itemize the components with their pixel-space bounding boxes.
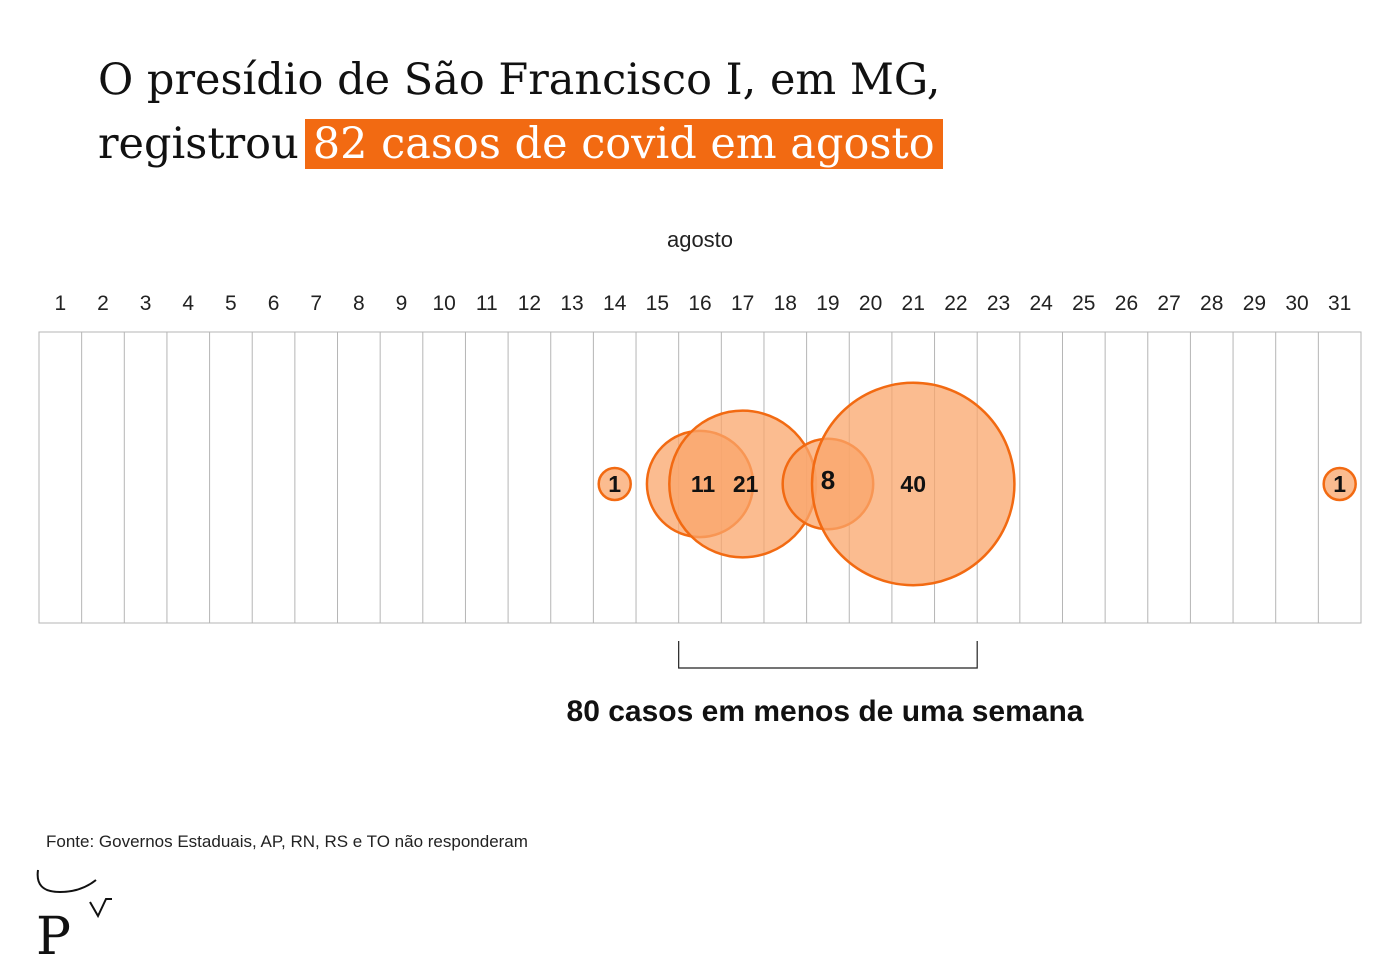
case-count-label: 8 (821, 465, 835, 495)
day-tick-label: 27 (1157, 292, 1180, 315)
day-tick-label: 11 (476, 292, 498, 315)
day-tick-label: 28 (1200, 292, 1223, 315)
day-tick-label: 9 (396, 292, 408, 315)
day-tick-label: 21 (902, 292, 925, 315)
day-tick-label: 2 (97, 292, 109, 315)
day-tick-label: 3 (140, 292, 152, 315)
case-bubble (597, 466, 632, 502)
day-tick-label: 29 (1243, 292, 1266, 315)
case-count-label: 21 (733, 471, 759, 497)
month-label: agosto (667, 227, 733, 252)
day-tick-label: 7 (310, 292, 322, 315)
day-tick-label: 26 (1115, 292, 1138, 315)
source-note: Fonte: Governos Estaduais, AP, RN, RS e … (46, 832, 528, 851)
page-title: O presídio de São Francisco I, em MG, reg… (98, 48, 943, 176)
day-tick-label: 17 (731, 292, 754, 315)
case-count-label: 40 (900, 471, 926, 497)
bracket-label: 80 casos em menos de uma semana (567, 695, 1084, 728)
day-tick-label: 6 (268, 292, 280, 315)
day-tick-label: 25 (1072, 292, 1095, 315)
day-tick-label: 19 (816, 292, 839, 315)
case-count-label: 11 (691, 471, 716, 497)
bubble-timeline-chart: agosto 1 2 3 4 5 6 7 8 9 10 11 12 13 14 15 16 17 18 19 20 21… (38, 227, 1362, 728)
day-tick-label: 31 (1328, 292, 1351, 315)
day-tick-label: 15 (646, 292, 669, 315)
svg-text:P: P (36, 907, 71, 958)
title-line-2-prefix: registrou (98, 119, 299, 169)
day-tick-label: 18 (774, 292, 797, 315)
case-count-label: 1 (1333, 471, 1346, 497)
day-tick-label: 8 (353, 292, 365, 315)
publication-logo-icon: P (36, 869, 112, 958)
day-tick-label: 12 (518, 292, 541, 315)
case-bubble (1322, 466, 1357, 502)
day-tick-label: 20 (859, 292, 882, 315)
day-tick-label: 4 (182, 292, 194, 315)
title-line-1: O presídio de São Francisco I, em MG, (98, 55, 941, 105)
day-tick-label: 22 (944, 292, 967, 315)
title-highlight: 82 casos de covid em agosto (304, 119, 943, 169)
day-tick-label: 10 (432, 292, 455, 315)
day-tick-label: 30 (1285, 292, 1308, 315)
day-tick-label: 13 (560, 292, 583, 315)
day-tick-label: 16 (688, 292, 711, 315)
week-bracket (678, 641, 978, 669)
day-tick-label: 1 (54, 292, 66, 315)
day-tick-label: 14 (603, 292, 627, 315)
timeline-frame (38, 331, 1362, 624)
day-tick-label: 23 (987, 292, 1010, 315)
day-tick-label: 5 (225, 292, 237, 315)
day-tick-label: 24 (1029, 292, 1053, 315)
case-count-label: 1 (608, 471, 621, 497)
case-bubble (810, 381, 1016, 587)
